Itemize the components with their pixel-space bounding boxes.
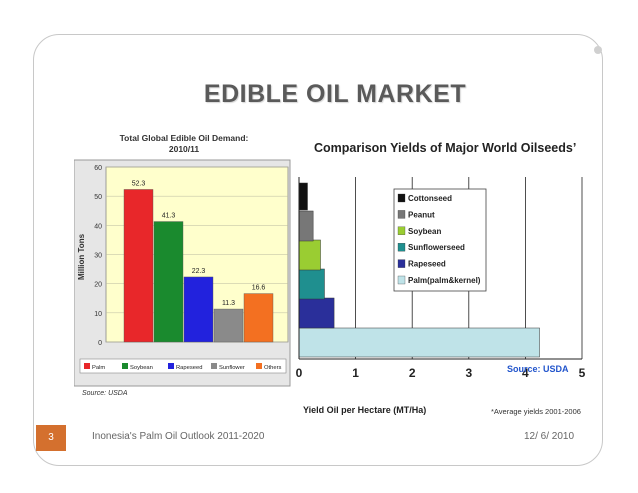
corner-dot-icon xyxy=(594,46,602,54)
yield-legend-swatch xyxy=(397,259,406,268)
demand-y-tick-label: 10 xyxy=(94,311,102,318)
yield-legend xyxy=(393,188,487,292)
demand-bar-sunflower xyxy=(213,308,244,343)
demand-data-label: 16.6 xyxy=(252,285,266,292)
yield-legend-label: Rapeseed xyxy=(408,260,446,269)
demand-y-axis-label: Million Tons xyxy=(77,233,86,280)
yield-footnote: *Average yields 2001-2006 xyxy=(491,407,581,416)
demand-legend-swatch xyxy=(211,363,217,369)
yield-legend-label: Soybean xyxy=(408,227,441,236)
demand-legend-swatch xyxy=(122,363,128,369)
demand-y-tick-label: 0 xyxy=(98,340,102,347)
demand-data-label: 52.3 xyxy=(132,180,146,187)
yield-legend-swatch xyxy=(397,226,406,235)
yield-legend-label: Peanut xyxy=(408,210,435,219)
yield-x-tick-label: 1 xyxy=(352,366,359,380)
demand-data-label: 41.3 xyxy=(162,213,176,220)
yield-legend-label: Palm(palm&kernel) xyxy=(408,276,481,285)
demand-legend-swatch xyxy=(256,363,262,369)
yield-source: Source: USDA xyxy=(507,364,569,374)
demand-y-tick-label: 40 xyxy=(94,223,102,230)
yield-bar-palmpalmkernel xyxy=(298,327,540,358)
yield-x-tick-label: 5 xyxy=(579,366,586,380)
demand-source: Source: USDA xyxy=(82,390,128,397)
yield-bar-peanut xyxy=(298,210,314,242)
demand-legend-label: Soybean xyxy=(130,365,153,371)
yield-legend-label: Cottonseed xyxy=(408,194,452,203)
yield-legend-swatch xyxy=(397,193,406,203)
yield-bar-rapeseed xyxy=(298,297,335,329)
yield-bar-sunflowerseed xyxy=(298,268,325,300)
demand-bar-palm xyxy=(123,189,154,343)
demand-chart: Total Global Edible Oil Demand: 2010/11 … xyxy=(74,127,294,405)
yield-legend-swatch xyxy=(397,275,406,285)
yield-x-tick-label: 3 xyxy=(465,366,472,380)
demand-data-label: 11.3 xyxy=(222,300,235,307)
yield-legend-swatch xyxy=(397,243,406,252)
footer-date: 12/ 6/ 2010 xyxy=(524,431,575,442)
demand-legend xyxy=(79,358,287,374)
demand-bar-rapeseed xyxy=(183,276,214,343)
yield-x-axis-label: Yield Oil per Hectare (MT/Ha) xyxy=(303,405,426,415)
demand-legend-label: Others xyxy=(264,365,281,371)
slide-title: EDIBLE OIL MARKET xyxy=(203,80,467,108)
yield-legend-swatch xyxy=(397,210,406,219)
page-number: 3 xyxy=(36,425,66,451)
demand-y-tick-label: 60 xyxy=(94,165,102,172)
demand-legend-swatch xyxy=(168,363,174,369)
yield-chart: Comparison Yields of Major World Oilseed… xyxy=(296,141,586,416)
demand-legend-swatch xyxy=(84,363,90,369)
demand-bar-soybean xyxy=(153,221,184,343)
demand-y-tick-label: 50 xyxy=(94,194,102,201)
yield-x-tick-label: 2 xyxy=(409,366,416,380)
demand-data-label: 22.3 xyxy=(192,268,206,275)
yield-x-tick-label: 4 xyxy=(522,366,529,380)
yield-legend-label: Sunflowerseed xyxy=(408,243,465,252)
demand-legend-label: Rapeseed xyxy=(176,365,202,371)
yield-bar-cottonseed xyxy=(298,182,308,211)
demand-bar-others xyxy=(243,293,274,343)
yield-bar-soybean xyxy=(298,239,321,271)
demand-y-tick-label: 30 xyxy=(94,253,102,260)
footer-text: Inonesia's Palm Oil Outlook 2011-2020 xyxy=(92,431,265,442)
demand-legend-label: Palm xyxy=(92,365,105,371)
demand-chart-subtitle: 2010/11 xyxy=(169,144,200,154)
demand-chart-title: Total Global Edible Oil Demand: xyxy=(120,133,249,143)
yield-chart-title: Comparison Yields of Major World Oilseed… xyxy=(314,141,576,155)
demand-legend-label: Sunflower xyxy=(219,365,245,371)
demand-y-tick-label: 20 xyxy=(94,282,102,289)
yield-x-tick-label: 0 xyxy=(296,366,303,380)
